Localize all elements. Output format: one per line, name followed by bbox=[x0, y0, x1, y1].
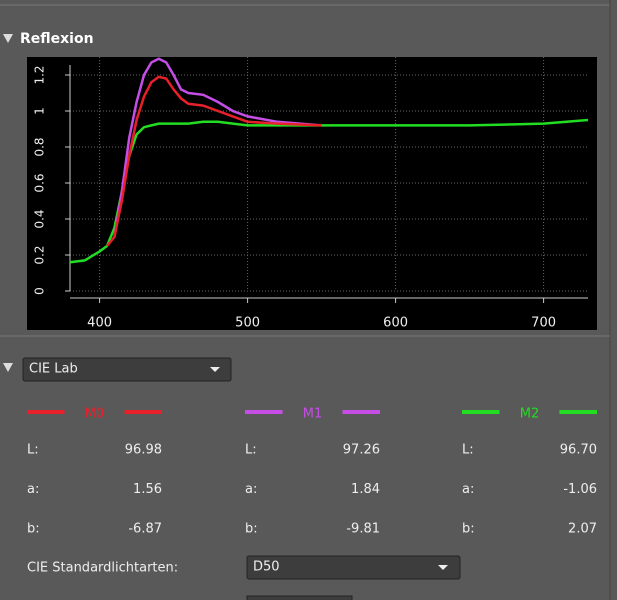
y-tick-label: 0.2 bbox=[33, 245, 47, 264]
panel-title: Reflexion bbox=[20, 31, 94, 47]
lab-value: 97.26 bbox=[343, 443, 380, 458]
lab-value: -9.81 bbox=[346, 522, 380, 537]
lab-label: L: bbox=[27, 443, 39, 458]
lab-label: a: bbox=[462, 482, 474, 497]
lab-value: -1.06 bbox=[563, 482, 597, 497]
lab-value: 96.70 bbox=[560, 443, 597, 458]
series-line bbox=[113, 57, 322, 238]
lab-value: 96.98 bbox=[125, 443, 162, 458]
lab-label: b: bbox=[245, 522, 258, 537]
lab-value: 1.84 bbox=[351, 482, 380, 497]
lab-table: M0 L: 96.98 a: 1.56 b: -6.87 M1 L: 97.26 a: 1.84 b: -… bbox=[27, 407, 597, 537]
lab-label: b: bbox=[27, 522, 40, 537]
dropdown-value: CIE Lab bbox=[29, 362, 78, 377]
lab-label: b: bbox=[462, 522, 475, 537]
lab-label: L: bbox=[245, 443, 257, 458]
x-tick-label: 400 bbox=[87, 316, 112, 331]
chart: 0 0.2 0.4 0.6 0.8 1 1.2 400 500 600 700 bbox=[33, 57, 589, 331]
dropdown-arrow bbox=[210, 367, 220, 372]
lab-label: L: bbox=[462, 443, 474, 458]
illuminant-label: CIE Standardlichtarten: bbox=[27, 561, 178, 576]
x-tick-label: 700 bbox=[531, 316, 556, 331]
dropdown[interactable] bbox=[246, 555, 461, 580]
lab-value: -6.87 bbox=[128, 522, 162, 537]
legend-label: M1 bbox=[303, 407, 323, 422]
x-tick-label: 500 bbox=[235, 316, 260, 331]
chart-area bbox=[27, 57, 597, 330]
y-tick-label: 1.2 bbox=[33, 65, 47, 84]
lab-value: 2.07 bbox=[568, 522, 597, 537]
legend-label: M2 bbox=[520, 407, 540, 422]
y-tick-label: 0.8 bbox=[33, 137, 47, 156]
collapse-arrow[interactable] bbox=[3, 34, 13, 43]
y-tick-label: 0.4 bbox=[33, 209, 47, 228]
lab-value: 1.56 bbox=[133, 482, 162, 497]
series-line bbox=[106, 75, 322, 247]
x-tick-label: 600 bbox=[383, 316, 408, 331]
dropdown-arrow bbox=[438, 565, 448, 570]
dropdown[interactable] bbox=[22, 357, 232, 382]
legend-label: M0 bbox=[85, 407, 105, 422]
lab-label: a: bbox=[27, 482, 39, 497]
y-tick-label: 0.6 bbox=[33, 173, 47, 192]
button[interactable] bbox=[246, 595, 353, 600]
dropdown-value: D50 bbox=[253, 560, 280, 575]
collapse-arrow[interactable] bbox=[3, 363, 13, 372]
lab-label: a: bbox=[245, 482, 257, 497]
y-tick-label: 0 bbox=[33, 287, 47, 295]
y-tick-label: 1 bbox=[33, 107, 47, 115]
